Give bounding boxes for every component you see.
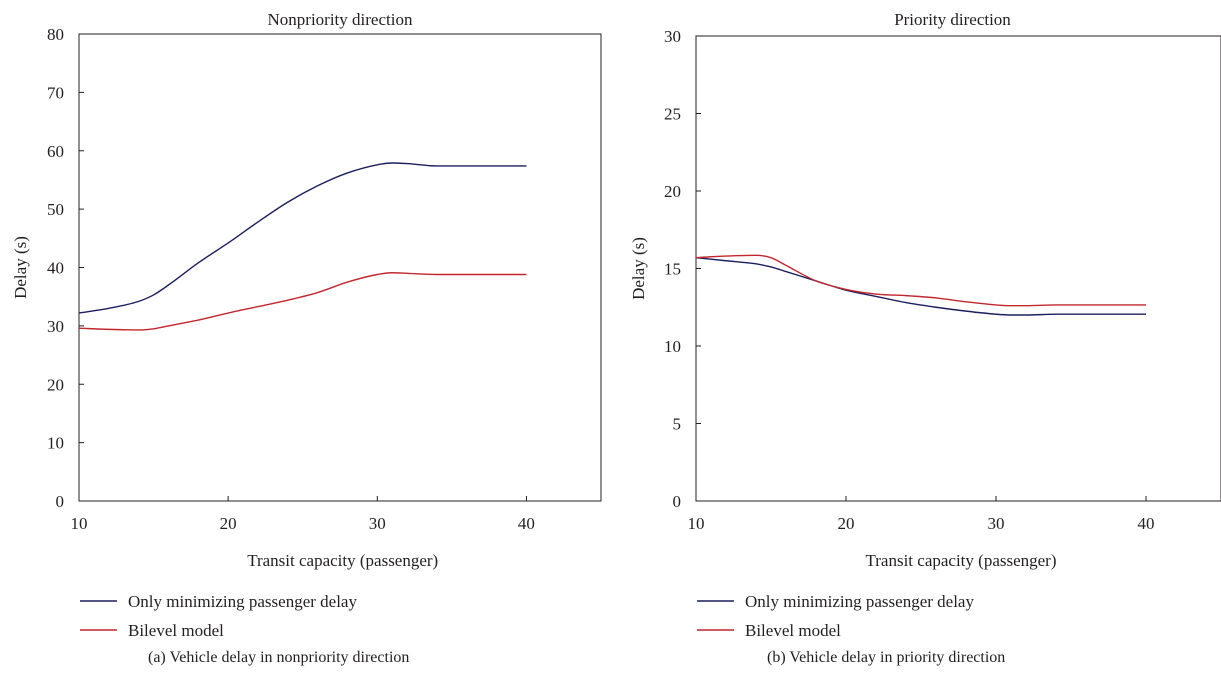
chart-panel-b: 0 5 10 15 20 25 30 10 20 30 40 Priority direction Tr… (629, 10, 1221, 666)
x-tick-label: 40 (1138, 514, 1155, 533)
legend-label: Bilevel model (128, 621, 224, 640)
series-line-only-minimizing-passenger-delay (695, 256, 1146, 316)
series-line-bilevel-model (78, 272, 527, 331)
legend-label: Bilevel model (745, 621, 841, 640)
y-tick-label: 10 (47, 434, 64, 453)
y-tick-label: 0 (56, 492, 65, 511)
y-tick-label: 40 (47, 259, 64, 278)
figure-caption: (a) Vehicle delay in nonpriority directi… (148, 649, 409, 666)
y-tick-label: 30 (664, 27, 681, 46)
x-tick-label: 10 (71, 514, 88, 533)
y-tick-label: 80 (47, 25, 64, 44)
y-axis-label: Delay (s) (11, 236, 30, 299)
x-tick-label: 10 (688, 514, 705, 533)
chart-title: Priority direction (894, 10, 1011, 29)
x-tick-label: 30 (369, 514, 386, 533)
y-tick-label: 15 (664, 260, 681, 279)
series-line-only-minimizing-passenger-delay (78, 162, 527, 314)
y-tick-label: 70 (47, 83, 64, 102)
chart-panel-a: 0 10 20 30 40 50 60 70 80 10 20 30 40 Nonpriority dir… (11, 10, 602, 666)
y-tick-label: 60 (47, 142, 64, 161)
y-tick-label: 20 (47, 375, 64, 394)
y-tick-label: 25 (664, 105, 681, 124)
x-axis-label: Transit capacity (passenger) (247, 551, 438, 570)
y-tick-label: 20 (664, 182, 681, 201)
legend-label: Only minimizing passenger delay (128, 592, 357, 611)
y-axis-label: Delay (s) (629, 237, 648, 300)
x-tick-label: 20 (220, 514, 237, 533)
y-tick-label: 50 (47, 200, 64, 219)
x-tick-label: 20 (838, 514, 855, 533)
chart-title: Nonpriority direction (268, 10, 413, 29)
y-tick-label: 30 (47, 317, 64, 336)
x-tick-label: 40 (518, 514, 535, 533)
series-line-bilevel-model (695, 254, 1146, 307)
plot-frame (78, 33, 602, 502)
y-tick-label: 5 (673, 415, 682, 434)
x-tick-label: 30 (988, 514, 1005, 533)
x-axis-label: Transit capacity (passenger) (865, 551, 1056, 570)
legend-label: Only minimizing passenger delay (745, 592, 974, 611)
y-tick-label: 10 (664, 337, 681, 356)
figure-caption: (b) Vehicle delay in priority direction (767, 649, 1005, 666)
y-tick-label: 0 (673, 492, 682, 511)
